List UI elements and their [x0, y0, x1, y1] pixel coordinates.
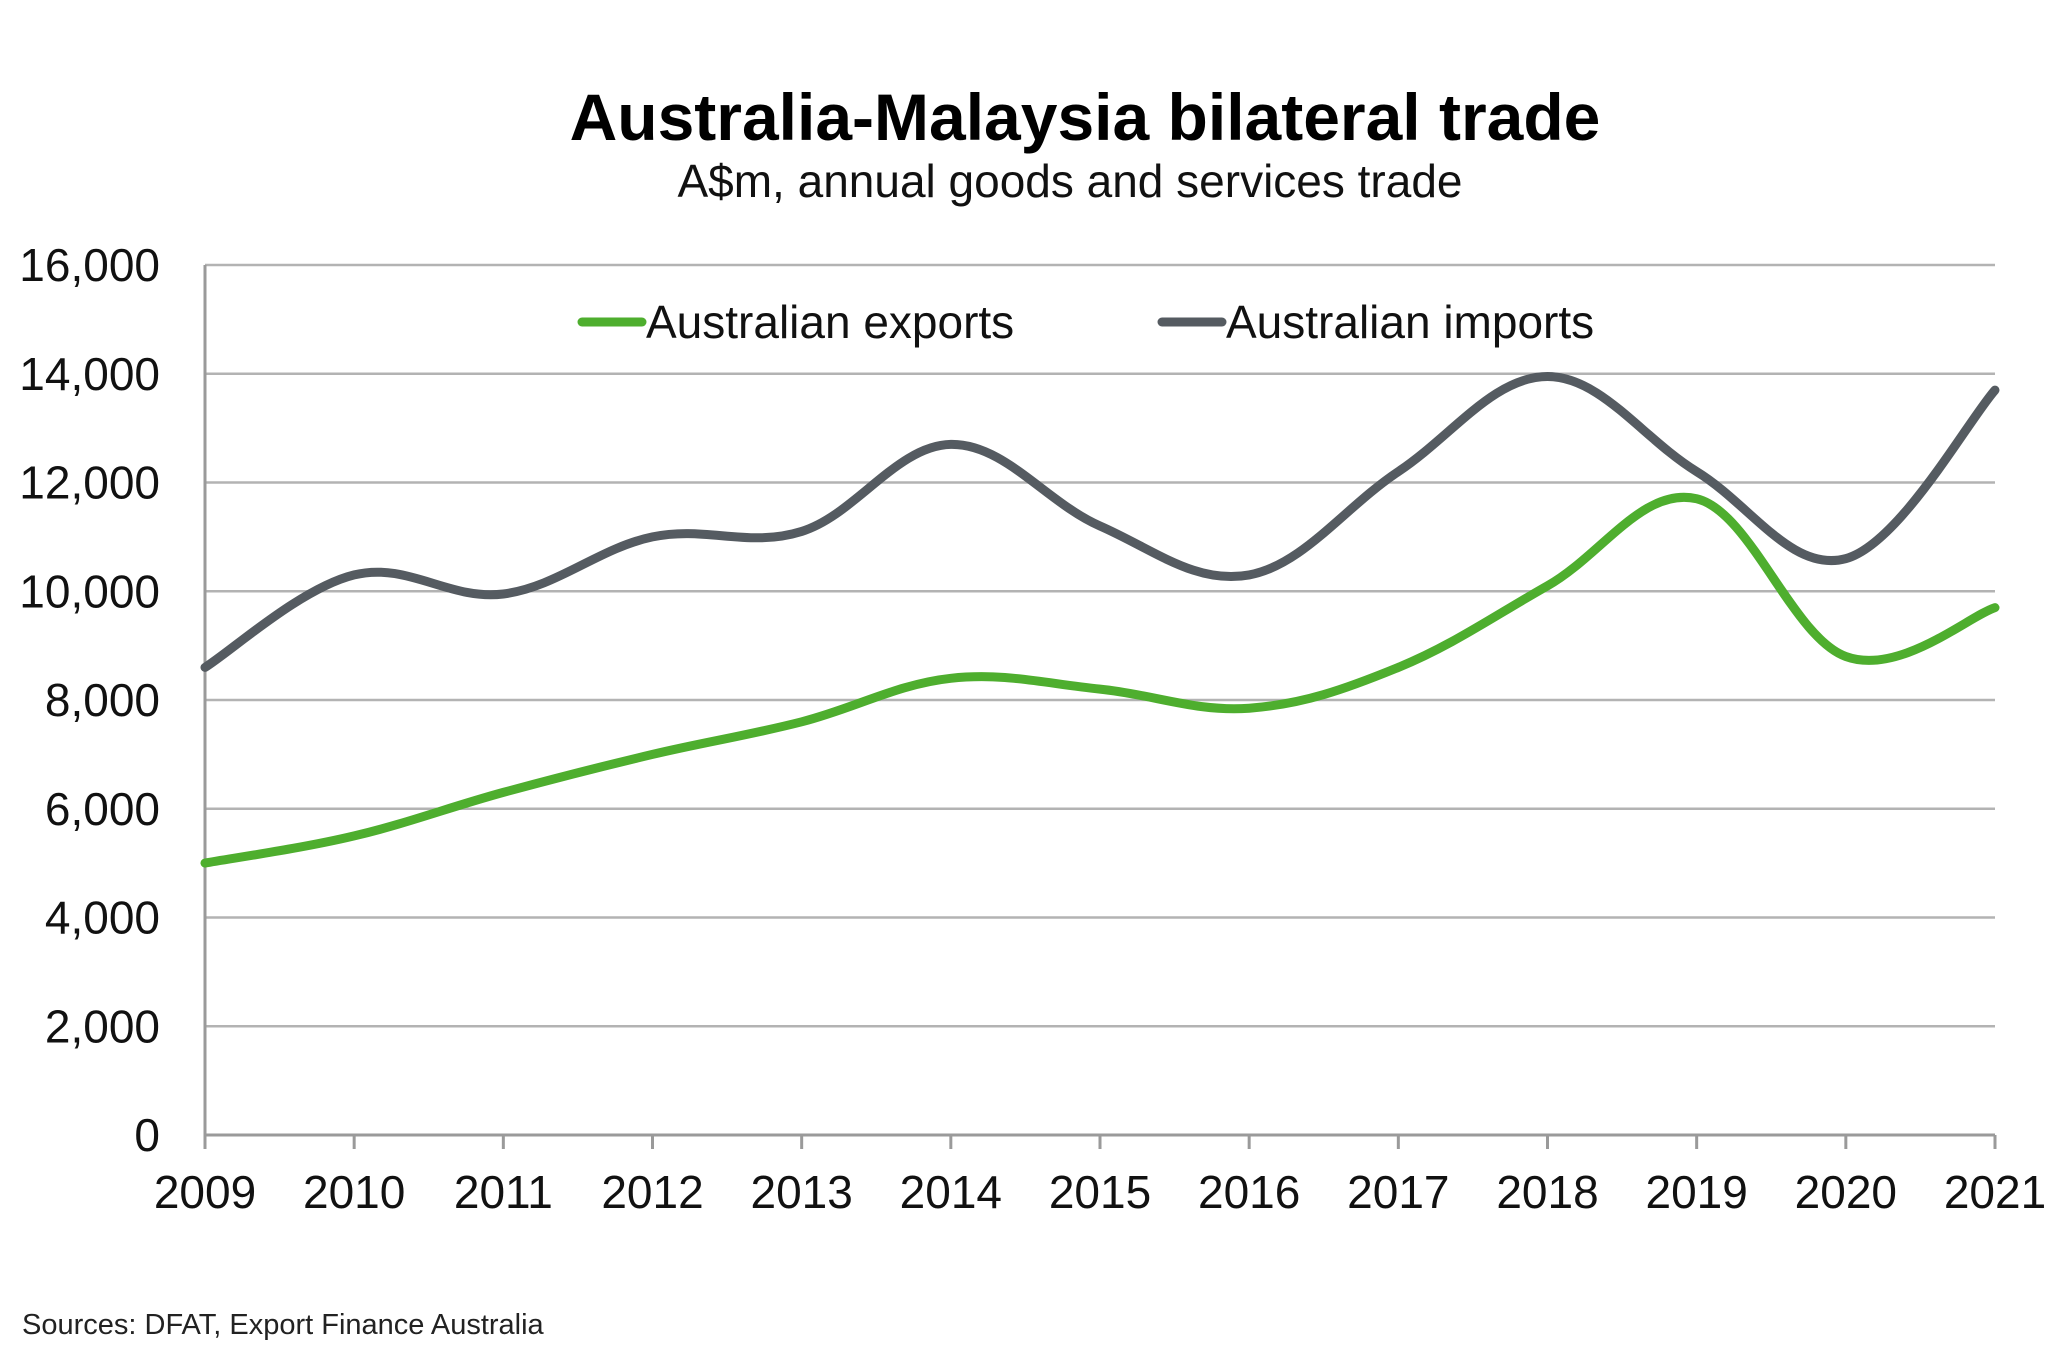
chart-subtitle: A$m, annual goods and services trade — [677, 155, 1462, 207]
y-tick-label: 6,000 — [45, 783, 160, 835]
x-tick-label: 2014 — [900, 1166, 1002, 1218]
chart-title: Australia-Malaysia bilateral trade — [570, 80, 1601, 154]
source-note: Sources: DFAT, Export Finance Australia — [22, 1309, 545, 1341]
legend: Australian exports Australian imports — [577, 296, 1594, 348]
x-tick-label: 2012 — [601, 1166, 703, 1218]
legend-label-imports: Australian imports — [1226, 296, 1594, 348]
y-tick-label: 4,000 — [45, 892, 160, 944]
series-lines — [200, 372, 2000, 868]
gridlines — [205, 263, 1995, 1028]
series-line-exports — [200, 492, 2000, 868]
y-tick-label: 14,000 — [19, 348, 160, 400]
series-line-imports — [200, 372, 2000, 672]
x-tick-label: 2009 — [154, 1166, 256, 1218]
x-tick-label: 2013 — [750, 1166, 852, 1218]
y-axis-tick-labels: 0 2,000 4,000 6,000 8,000 10,000 12,000 14,000 1… — [19, 239, 160, 1161]
axes — [203, 265, 1997, 1149]
x-tick-label: 2016 — [1198, 1166, 1300, 1218]
y-tick-label: 2,000 — [45, 1000, 160, 1052]
y-tick-label: 12,000 — [19, 457, 160, 509]
x-tick-label: 2015 — [1049, 1166, 1151, 1218]
x-tick-label: 2017 — [1347, 1166, 1449, 1218]
y-tick-label: 0 — [134, 1109, 160, 1161]
x-tick-label: 2011 — [454, 1166, 553, 1218]
x-tick-label: 2019 — [1645, 1166, 1747, 1218]
x-tick-label: 2020 — [1795, 1166, 1897, 1218]
x-tick-label: 2018 — [1496, 1166, 1598, 1218]
y-tick-label: 16,000 — [19, 239, 160, 291]
x-axis-tick-labels: 2009 2010 2011 2012 2013 2014 2015 2016 2017 2018… — [154, 1166, 2046, 1218]
x-tick-label: 2021 — [1944, 1166, 2046, 1218]
legend-label-exports: Australian exports — [646, 296, 1014, 348]
x-tick-label: 2010 — [303, 1166, 405, 1218]
y-tick-label: 10,000 — [19, 565, 160, 617]
y-tick-label: 8,000 — [45, 674, 160, 726]
